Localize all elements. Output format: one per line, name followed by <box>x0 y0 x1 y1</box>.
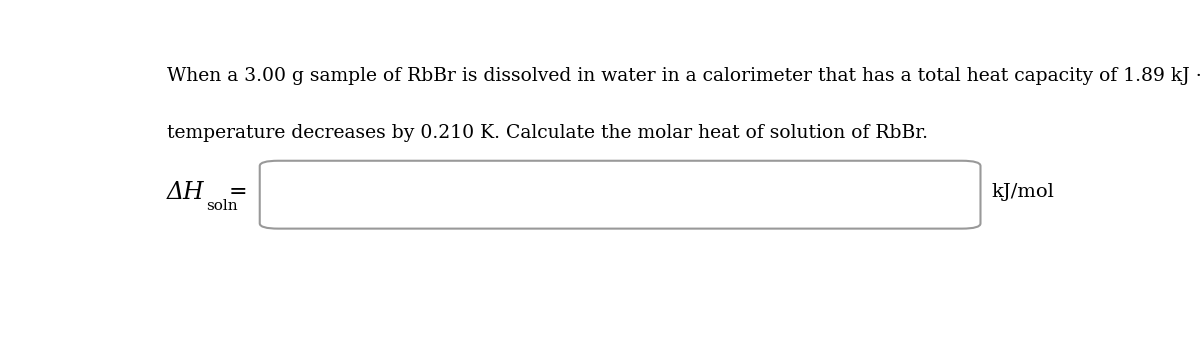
Text: soln: soln <box>206 199 238 214</box>
Text: kJ/mol: kJ/mol <box>991 183 1055 201</box>
Text: temperature decreases by 0.210 K. Calculate the molar heat of solution of RbBr.: temperature decreases by 0.210 K. Calcul… <box>167 124 928 142</box>
Text: =: = <box>229 181 247 203</box>
Text: ΔH: ΔH <box>167 181 204 204</box>
Text: When a 3.00 g sample of RbBr is dissolved in water in a calorimeter that has a t: When a 3.00 g sample of RbBr is dissolve… <box>167 67 1200 85</box>
FancyBboxPatch shape <box>259 161 980 228</box>
